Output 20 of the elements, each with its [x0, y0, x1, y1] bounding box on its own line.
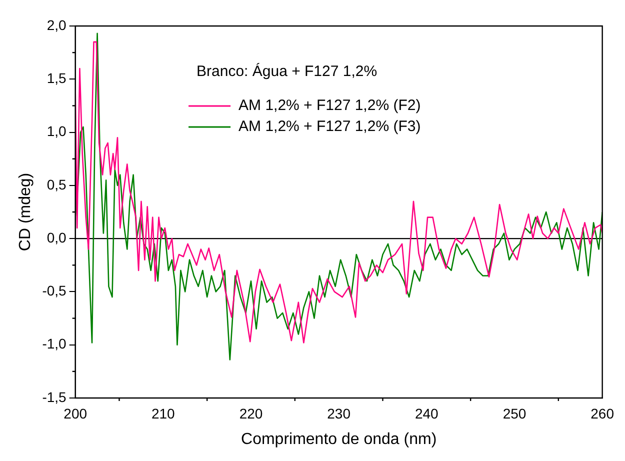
- y-tick-label: 0,5: [46, 176, 67, 192]
- y-tick-label: -0,5: [42, 282, 67, 299]
- y-axis-title: CD (mdeg): [17, 172, 34, 252]
- y-tick-label: -1,5: [42, 388, 67, 405]
- x-tick-label: 250: [502, 405, 526, 422]
- x-tick-label: 240: [414, 405, 439, 422]
- x-tick-label: 230: [327, 405, 351, 422]
- y-tick-label: -1,0: [42, 336, 67, 352]
- x-axis-title: Comprimento de onda (nm): [241, 430, 437, 448]
- x-tick-label: 220: [239, 405, 263, 422]
- y-tick-label: 2,0: [46, 16, 67, 33]
- y-tick-label: 1,5: [46, 70, 67, 86]
- legend-label: AM 1,2% + F127 1,2% (F3): [238, 118, 421, 136]
- annotation: Branco: Água + F127 1,2%: [196, 62, 378, 80]
- y-tick-label: 0,0: [46, 229, 67, 246]
- x-tick-label: 210: [151, 405, 176, 422]
- x-tick-label: 200: [64, 405, 88, 422]
- y-tick-label: 1,0: [46, 123, 67, 140]
- legend-label: AM 1,2% + F127 1,2% (F2): [238, 97, 421, 114]
- x-tick-label: 260: [590, 405, 614, 422]
